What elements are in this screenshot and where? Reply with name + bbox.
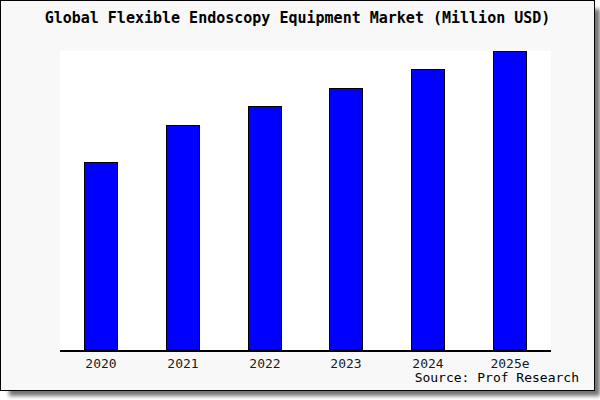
chart-title: Global Flexible Endoscopy Equipment Mark… — [1, 9, 594, 27]
bar-2020 — [84, 162, 118, 350]
plot-area — [60, 51, 551, 352]
bar-2024 — [411, 69, 445, 350]
bar-2023 — [329, 88, 363, 350]
x-tick-label-2023: 2023 — [330, 356, 361, 371]
chart-card: Global Flexible Endoscopy Equipment Mark… — [0, 0, 595, 391]
x-tick-label-2024: 2024 — [412, 356, 443, 371]
bar-2022 — [248, 106, 282, 350]
source-credit: Source: Prof Research — [415, 370, 579, 385]
x-tick-label-2022: 2022 — [249, 356, 280, 371]
bar-2021 — [166, 125, 200, 350]
x-tick-label-2020: 2020 — [85, 356, 116, 371]
bar-2025e — [493, 51, 527, 350]
x-tick-label-2025e: 2025e — [490, 356, 529, 371]
x-tick-label-2021: 2021 — [167, 356, 198, 371]
